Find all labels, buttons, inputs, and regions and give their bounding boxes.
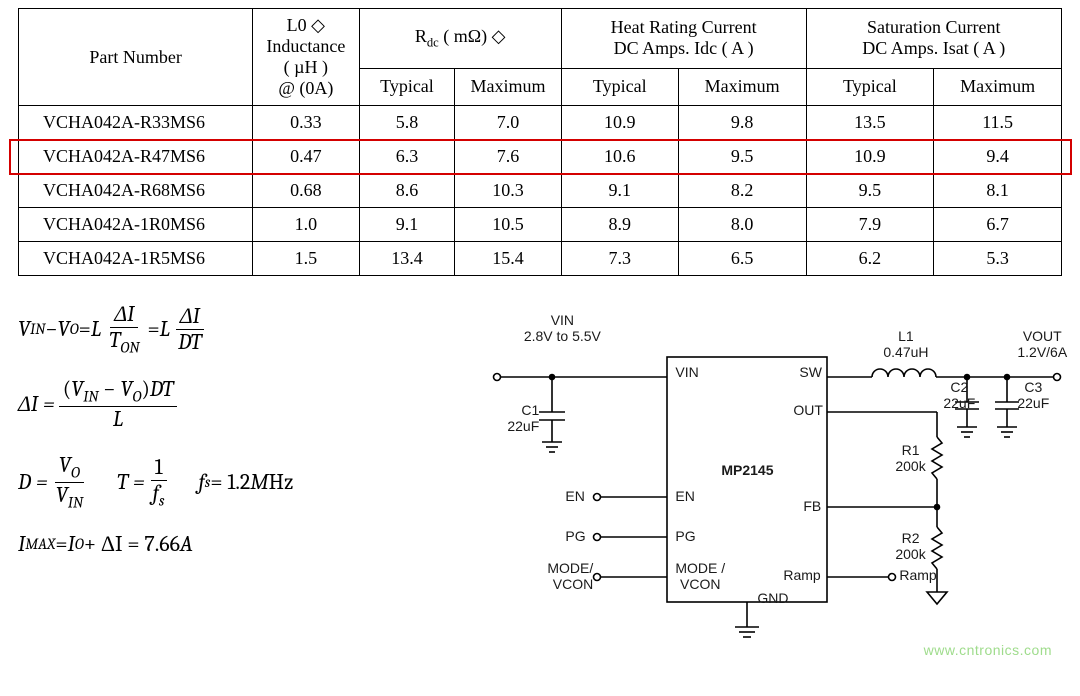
cell: 6.5 [678, 242, 806, 276]
pin-en: EN [675, 488, 694, 504]
cell: VCHA042A-R33MS6 [19, 106, 253, 140]
cell: 10.6 [561, 140, 678, 174]
cell: 8.2 [678, 174, 806, 208]
equation-3: D = VO VIN T = 1 fs fs = 1.2MHz [18, 453, 477, 512]
th-idc-max: Maximum [678, 68, 806, 105]
cell: 9.8 [678, 106, 806, 140]
pin-vin: VIN [675, 364, 698, 380]
cell: 10.9 [561, 106, 678, 140]
cell: 0.68 [253, 174, 359, 208]
cell: 8.0 [678, 208, 806, 242]
pin-out: OUT [793, 402, 823, 418]
lbl-r1: R1200k [895, 442, 925, 474]
table-row: VCHA042A-R33MS60.335.87.010.99.813.511.5 [19, 106, 1062, 140]
cell: 10.9 [806, 140, 934, 174]
th-sat: Saturation CurrentDC Amps. Isat ( A ) [806, 9, 1061, 69]
cell: 8.9 [561, 208, 678, 242]
cell: 1.5 [253, 242, 359, 276]
th-rdc-max: Maximum [455, 68, 561, 105]
cell: 0.47 [253, 140, 359, 174]
cell: 6.7 [934, 208, 1062, 242]
pin-pg: PG [675, 528, 695, 544]
lbl-pg: PG [565, 528, 585, 544]
table-row: VCHA042A-R47MS60.476.37.610.69.510.99.4 [19, 140, 1062, 174]
cell: 13.5 [806, 106, 934, 140]
schematic-svg [477, 302, 1077, 662]
cell: VCHA042A-R47MS6 [19, 140, 253, 174]
cell: 7.3 [561, 242, 678, 276]
cell: 9.1 [359, 208, 455, 242]
cell: VCHA042A-1R0MS6 [19, 208, 253, 242]
lbl-ramp: Ramp [899, 567, 936, 583]
cell: 6.2 [806, 242, 934, 276]
cell: 7.6 [455, 140, 561, 174]
equation-4: IMAX = IO + ΔI = 7.66A [18, 532, 477, 557]
table-row: VCHA042A-1R0MS61.09.110.58.98.07.96.7 [19, 208, 1062, 242]
cell: 7.0 [455, 106, 561, 140]
cell: 15.4 [455, 242, 561, 276]
lbl-l1: L10.47uH [883, 328, 928, 360]
equation-1: VIN − VO = L ΔI TON = L ΔI DT [18, 302, 477, 357]
spec-table: Part Number L0 ◇ Inductance ( µH ) @ (0A… [18, 8, 1062, 276]
th-part-number: Part Number [19, 9, 253, 106]
spec-table-wrap: Part Number L0 ◇ Inductance ( µH ) @ (0A… [18, 8, 1062, 276]
pin-gnd: GND [757, 590, 788, 606]
cell: 8.1 [934, 174, 1062, 208]
equation-2: ΔI = (VIN − VO)DT L [18, 377, 477, 432]
th-idc-typ: Typical [561, 68, 678, 105]
th-rdc-typ: Typical [359, 68, 455, 105]
lbl-vin: VIN2.8V to 5.5V [507, 312, 617, 344]
cell: 10.3 [455, 174, 561, 208]
pin-ramp: Ramp [783, 567, 820, 583]
cell: 5.8 [359, 106, 455, 140]
cell: 9.1 [561, 174, 678, 208]
cell: VCHA042A-1R5MS6 [19, 242, 253, 276]
cell: 8.6 [359, 174, 455, 208]
cell: 5.3 [934, 242, 1062, 276]
pin-sw: SW [799, 364, 822, 380]
schematic-diagram: VIN2.8V to 5.5V C122uF EN PG MODE/VCON V… [477, 302, 1062, 662]
lbl-r2: R2200k [895, 530, 925, 562]
lbl-en: EN [565, 488, 584, 504]
cell: 9.5 [806, 174, 934, 208]
table-row: VCHA042A-R68MS60.688.610.39.18.29.58.1 [19, 174, 1062, 208]
cell: 9.5 [678, 140, 806, 174]
cell: 7.9 [806, 208, 934, 242]
pin-mode: MODE /VCON [675, 560, 725, 592]
table-row: VCHA042A-1R5MS61.513.415.47.36.56.25.3 [19, 242, 1062, 276]
header-row-1: Part Number L0 ◇ Inductance ( µH ) @ (0A… [19, 9, 1062, 69]
cell: VCHA042A-R68MS6 [19, 174, 253, 208]
pin-fb: FB [803, 498, 821, 514]
cell: 11.5 [934, 106, 1062, 140]
lbl-c2: C222uF [943, 379, 975, 411]
cell: 6.3 [359, 140, 455, 174]
lbl-c3: C322uF [1017, 379, 1049, 411]
cell: 9.4 [934, 140, 1062, 174]
chip-label: MP2145 [721, 462, 773, 478]
th-isat-max: Maximum [934, 68, 1062, 105]
th-rdc: Rdc ( mΩ) ◇ [359, 9, 561, 69]
watermark: www.cntronics.com [924, 642, 1052, 658]
lbl-mode: MODE/VCON [547, 560, 593, 592]
th-l0: L0 ◇ Inductance ( µH ) @ (0A) [253, 9, 359, 106]
formulas-block: VIN − VO = L ΔI TON = L ΔI DT ΔI = (VIN … [18, 302, 477, 557]
th-heat: Heat Rating CurrentDC Amps. Idc ( A ) [561, 9, 806, 69]
lbl-vout: VOUT1.2V/6A [1017, 328, 1067, 360]
cell: 1.0 [253, 208, 359, 242]
cell: 0.33 [253, 106, 359, 140]
cell: 13.4 [359, 242, 455, 276]
lbl-c1: C122uF [507, 402, 539, 434]
cell: 10.5 [455, 208, 561, 242]
th-isat-typ: Typical [806, 68, 934, 105]
